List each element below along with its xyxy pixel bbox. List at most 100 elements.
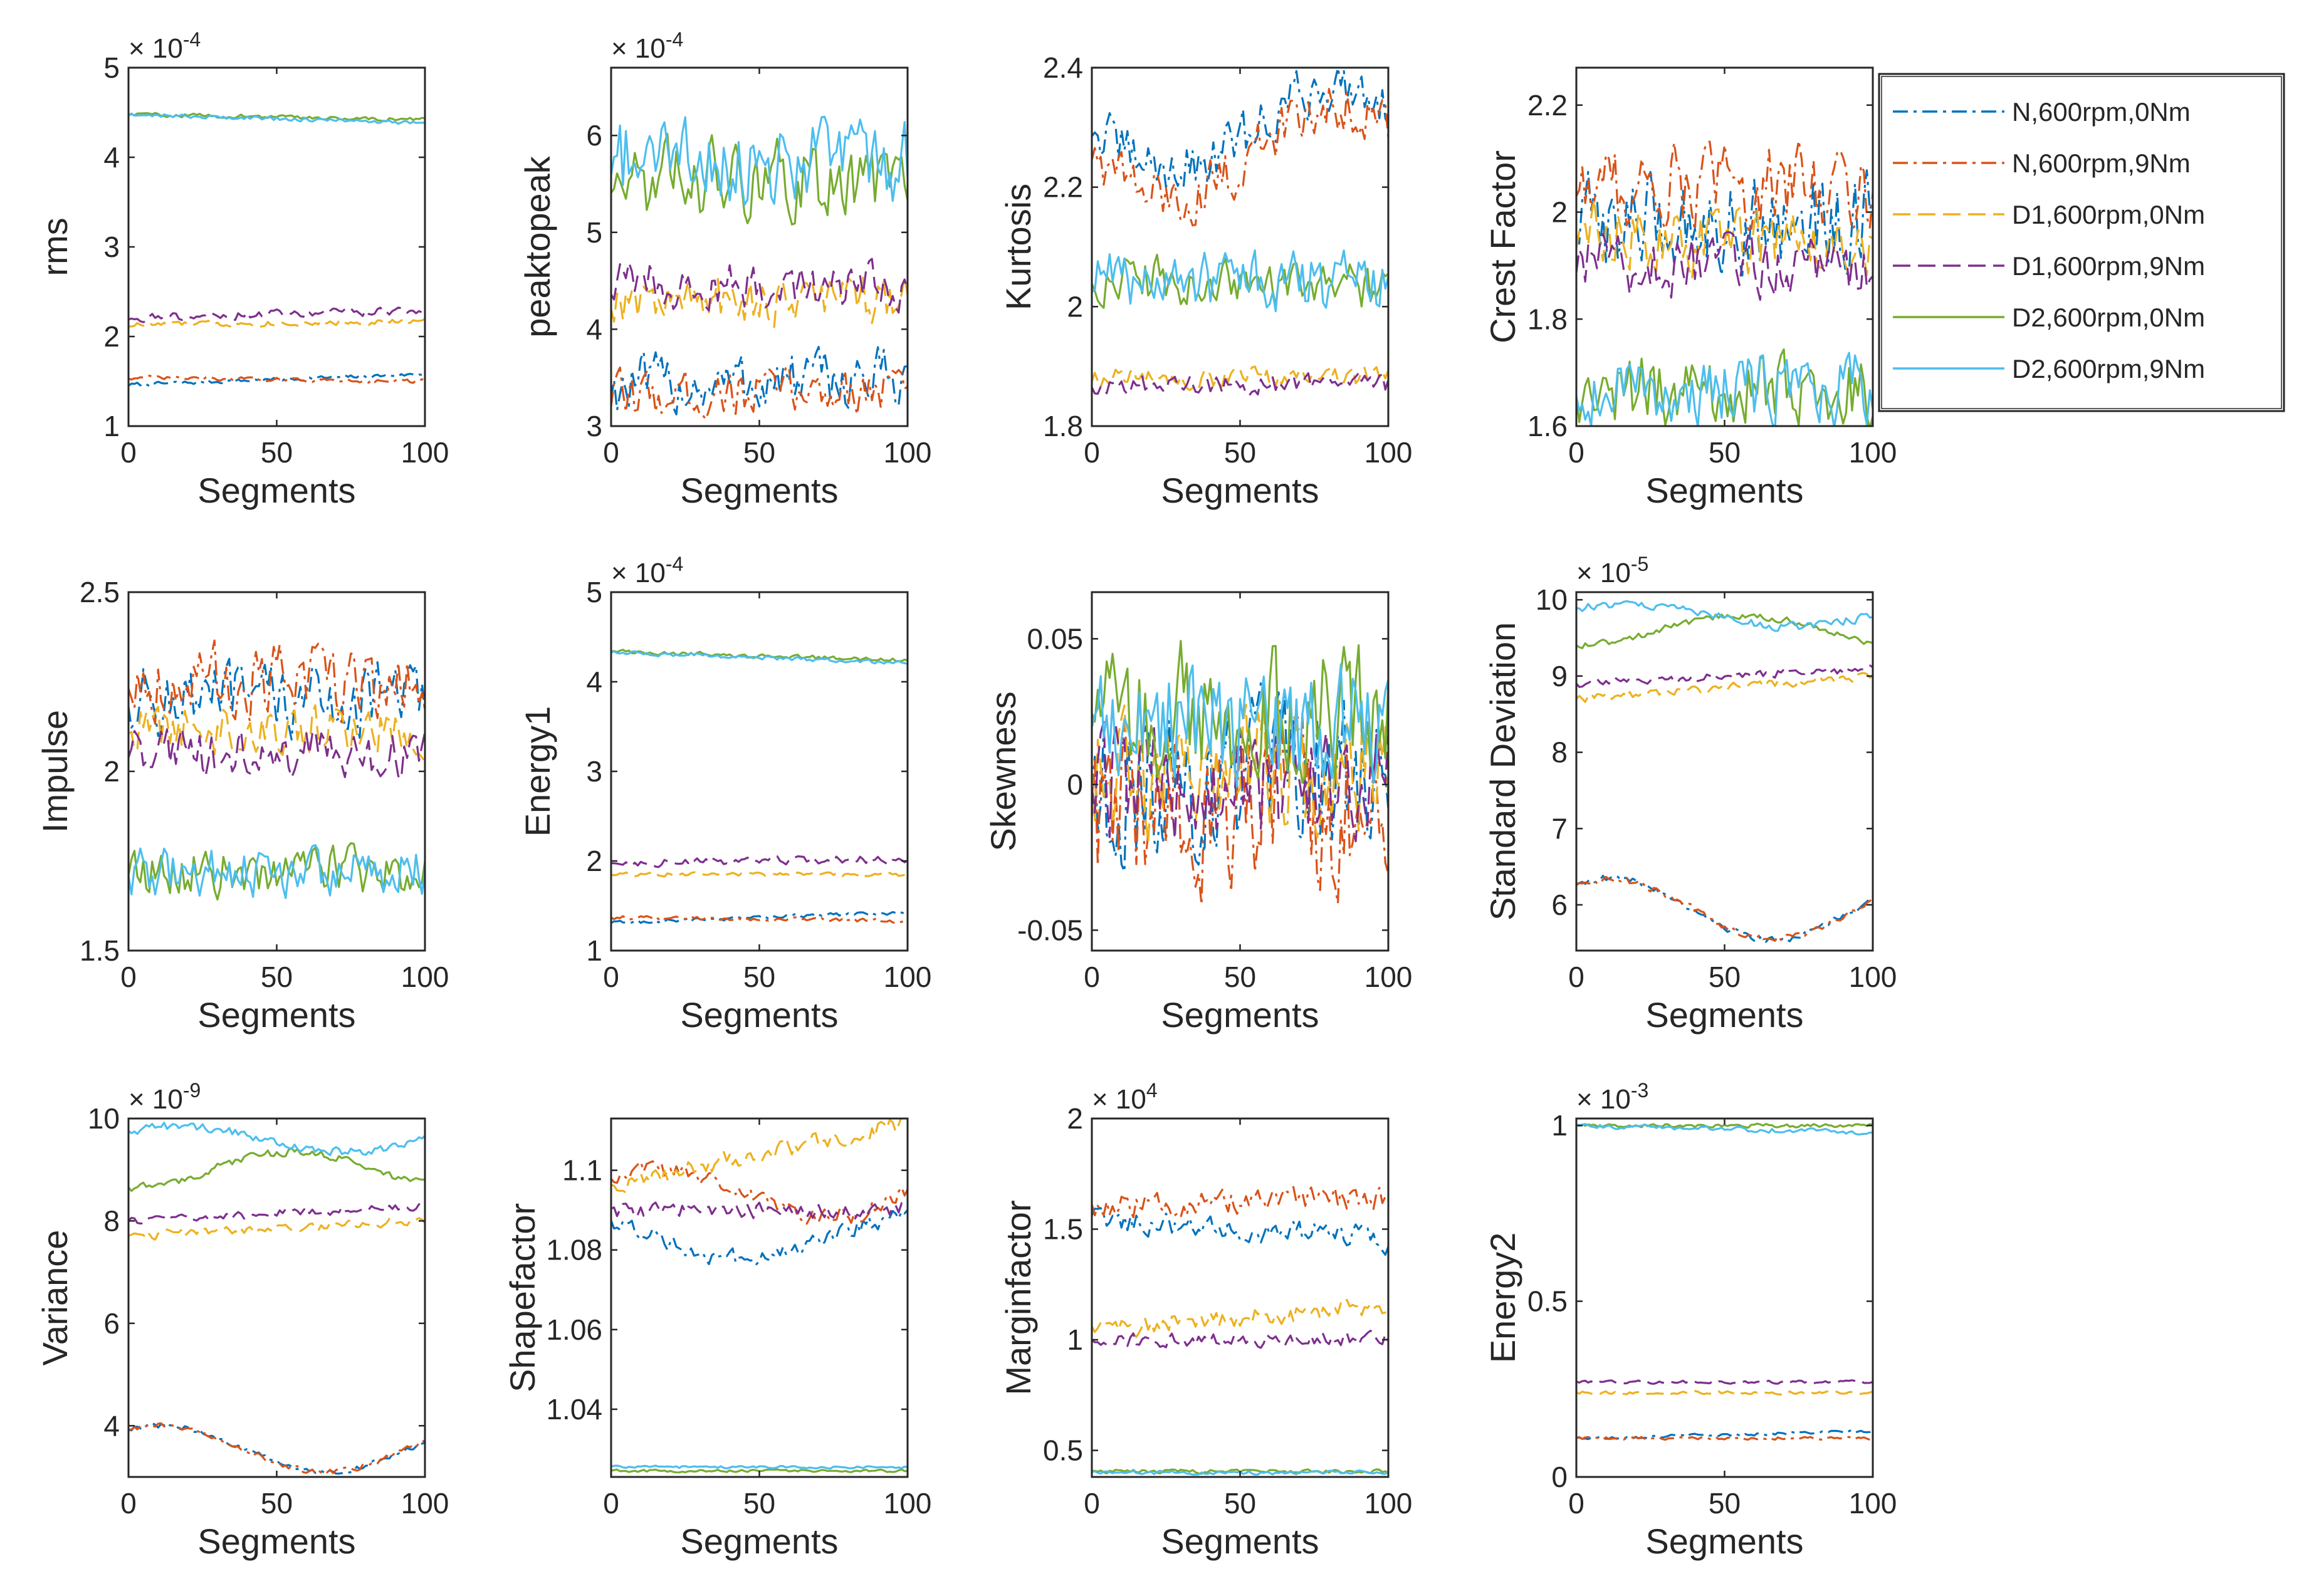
x-tick-label: 50 [261,436,293,469]
x-tick-label: 100 [401,436,449,469]
series-line-d1-600rpm-0nm [1576,198,1873,280]
x-tick-label: 100 [1849,1487,1897,1520]
y-tick-label: 10 [88,1102,120,1135]
series-line-n-600rpm-0nm [128,657,425,741]
series-line-d1-600rpm-9nm [128,306,425,323]
axis-exponent-label: × 10-4 [611,553,683,588]
series-line-d2-600rpm-0nm [1576,348,1873,426]
axes-box [610,1117,909,1478]
axis-exponent-label: × 10-3 [1576,1079,1648,1115]
series-line-n-600rpm-9nm [1092,712,1388,906]
y-tick-label: -0.05 [1017,914,1083,946]
series-line-d1-600rpm-9nm [611,1201,908,1221]
x-tick-label: 100 [1849,436,1897,469]
subplot-energy1: 0 50 100 1 2 3 4 5 Segments Energy1 × 10-4 [518,553,931,1035]
legend-label: D2,600rpm,9Nm [2012,354,2205,383]
series-line-d1-600rpm-9nm [1092,372,1388,397]
x-tick-label: 100 [401,961,449,993]
axis-exponent-label: × 10-5 [1576,553,1648,588]
y-tick-label: 8 [103,1204,120,1237]
y-tick-label: 10 [1536,583,1568,616]
series-line-d1-600rpm-0nm [611,1119,902,1194]
y-tick-label: 2 [1067,1102,1083,1135]
series-line-d2-600rpm-9nm [1092,663,1388,788]
axis-exponent-label: × 10-9 [128,1079,201,1115]
subplot-kurtosis: 0 50 100 1.8 2 2.2 2.4 Segments Kurtosis [998,51,1412,510]
legend-label: D2,600rpm,0Nm [2012,303,2205,332]
series-line-d1-600rpm-9nm [1576,1379,1873,1385]
y-tick-label: 1 [1551,1109,1568,1142]
series-line-n-600rpm-9nm [1576,1436,1873,1441]
y-axis-label: Marginfactor [998,1200,1038,1395]
series-line-d2-600rpm-9nm [611,1464,908,1470]
series-line-d1-600rpm-0nm [1092,1298,1388,1338]
series-line-n-600rpm-0nm [128,1422,425,1475]
y-tick-label: 3 [586,410,602,442]
x-axis-label: Segments [680,995,838,1035]
x-axis-label: Segments [1161,995,1319,1035]
legend: N,600rpm,0Nm N,600rpm,9Nm D1,600rpm,0Nm D1,… [1878,73,2285,412]
y-tick-label: 6 [1551,889,1568,921]
series-line-d1-600rpm-0nm [1576,672,1873,703]
series-line-d2-600rpm-0nm [128,1147,425,1192]
y-axis-label: Variance [35,1230,75,1366]
axes-box [610,66,909,427]
series-line-n-600rpm-9nm [611,365,908,421]
subplot-variance: 0 50 100 4 6 8 10 Segments Variance × 10-9 [35,1079,449,1561]
x-tick-label: 50 [261,961,293,993]
series-line-d2-600rpm-9nm [611,115,908,206]
y-axis-label: Impulse [35,710,75,833]
series-line-n-600rpm-0nm [1576,1429,1873,1441]
series-line-n-600rpm-9nm [1576,139,1873,232]
y-tick-label: 2.5 [80,576,120,608]
y-tick-label: 9 [1551,660,1568,692]
series-line-d1-600rpm-0nm [1092,699,1388,844]
series-line-d2-600rpm-9nm [1576,600,1873,632]
y-tick-label: 1.8 [1043,410,1083,442]
x-tick-label: 50 [1224,436,1256,469]
x-tick-label: 50 [743,961,775,993]
series-line-n-600rpm-9nm [611,1160,908,1225]
y-tick-label: 6 [103,1307,120,1340]
series-line-n-600rpm-0nm [611,345,908,416]
series-line-n-600rpm-0nm [1092,68,1388,189]
y-tick-label: 2 [103,320,120,353]
x-tick-label: 0 [1568,961,1584,993]
series-line-n-600rpm-0nm [1576,874,1873,943]
x-tick-label: 0 [120,436,137,469]
y-tick-label: 0 [1067,768,1083,801]
series-line-n-600rpm-9nm [128,639,425,725]
x-axis-label: Segments [197,995,355,1035]
y-tick-label: 0 [1551,1461,1568,1493]
y-axis-label: Energy1 [518,706,557,837]
subplot-shapefactor: 0 50 100 1.04 1.06 1.08 1.1 Segments Shapefactor [503,1117,931,1561]
y-tick-label: 4 [586,313,602,345]
y-tick-label: 6 [586,119,602,152]
series-line-d1-600rpm-0nm [1576,1390,1873,1396]
y-tick-label: 4 [103,1409,120,1442]
x-tick-label: 50 [1709,961,1741,993]
x-axis-label: Segments [1645,471,1803,510]
subplot-energy2: 0 50 100 0 0.5 1 Segments Energy2 × 10-3 [1483,1079,1897,1561]
axis-exponent-label: × 10-4 [611,28,683,64]
subplot-standard-deviation: 0 50 100 6 7 8 9 10 Segments Standard Deviation × … [1483,553,1897,1035]
series-line-d1-600rpm-0nm [611,276,908,328]
series-line-d2-600rpm-9nm [128,843,425,899]
series-line-n-600rpm-9nm [1092,1186,1388,1219]
x-axis-label: Segments [1161,1521,1319,1561]
subplot-rms: 0 50 100 1 2 3 4 5 Segments rms × 10-4 [35,28,449,510]
x-tick-label: 100 [1364,961,1413,993]
series-line-n-600rpm-9nm [1092,88,1388,227]
y-tick-label: 3 [103,231,120,263]
y-tick-label: 1.1 [562,1154,602,1187]
subplot-crest-factor: 0 50 100 1.6 1.8 2 2.2 Segments Crest Factor [1483,66,1897,510]
y-axis-label: Energy2 [1483,1233,1522,1364]
y-tick-label: 1 [103,410,120,442]
series-line-d2-600rpm-9nm [1092,249,1388,313]
series-line-d2-600rpm-9nm [611,650,908,665]
series-line-n-600rpm-9nm [611,915,908,924]
legend-label: N,600rpm,9Nm [2012,149,2191,178]
x-tick-label: 100 [1364,1487,1413,1520]
y-tick-label: 1.8 [1527,303,1568,335]
